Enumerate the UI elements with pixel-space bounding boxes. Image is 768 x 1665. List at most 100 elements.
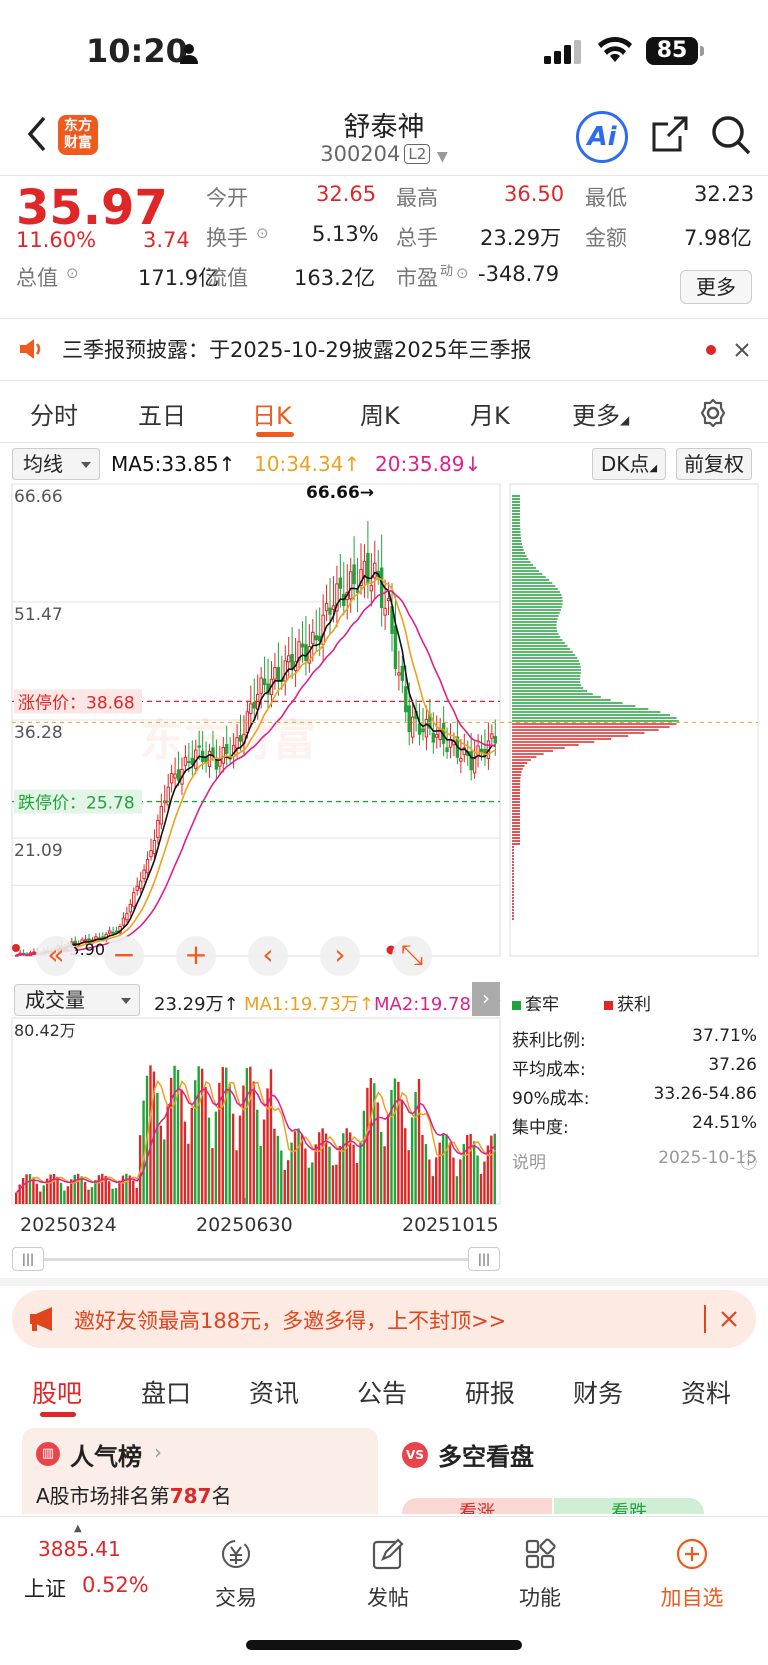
volume-bar — [262, 1119, 266, 1204]
tab-announcements[interactable]: 公告 — [357, 1379, 408, 1408]
volume-bar — [66, 1186, 70, 1204]
adjust-button[interactable]: 前复权 — [676, 448, 752, 480]
chip-date: 2025-10-15 — [658, 1148, 757, 1168]
functions-button[interactable]: 功能 — [490, 1537, 590, 1612]
gear-icon[interactable] — [698, 398, 728, 428]
volume-bar — [187, 1143, 190, 1204]
rewind-button[interactable]: « — [36, 936, 76, 976]
legend-profit: 获利 — [604, 990, 651, 1015]
chip-note-row[interactable]: 说明 ⓘ 2025-10-15 — [512, 1148, 757, 1173]
volume-bar — [214, 1111, 218, 1204]
volume-bar — [101, 1173, 104, 1204]
tab-intraday[interactable]: 分时 — [30, 402, 78, 430]
expand-right-icon[interactable]: › — [472, 982, 500, 1016]
info-dots-icon[interactable]: ⊙ — [456, 264, 469, 282]
volume-bar — [42, 1185, 45, 1204]
candle-body — [238, 735, 243, 742]
stock-code-row[interactable]: 300204 L2 ▼ — [0, 142, 768, 166]
notice-bar[interactable]: 三季报预披露：于2025-10-29披露2025年三季报 — [0, 318, 768, 378]
info-dots-icon[interactable]: ⊙ — [66, 264, 79, 282]
invite-promo-banner[interactable]: 邀好友领最高188元，多邀多得，上不封顶>> — [12, 1290, 756, 1348]
tab-forum[interactable]: 股吧 — [32, 1379, 83, 1408]
bull-bear-card[interactable]: VS 多空看盘 看涨 看跌 — [388, 1428, 744, 1514]
search-icon[interactable] — [710, 114, 752, 156]
candle-body — [331, 605, 336, 610]
range-slider[interactable]: ||| ||| — [12, 1247, 500, 1271]
tab-more[interactable]: 更多◢ — [572, 402, 630, 430]
candle-body — [152, 840, 157, 855]
volume-bar — [441, 1134, 445, 1204]
bear-button[interactable]: 看跌 — [554, 1498, 704, 1514]
ai-button[interactable]: Ai — [576, 111, 628, 163]
tab-five-day[interactable]: 五日 — [138, 402, 186, 430]
date-end: 20251015 — [402, 1214, 499, 1236]
index-value[interactable]: 3885.41 — [38, 1537, 121, 1561]
index-name[interactable]: 上证 — [24, 1577, 66, 1601]
tab-monthly-k[interactable]: 月K — [470, 402, 510, 430]
popularity-card[interactable]: ▥ 人气榜 › A股市场排名第787名 — [22, 1428, 378, 1514]
chip-row-value: 33.26-54.86 — [653, 1084, 757, 1104]
amount-value: 7.98亿 — [684, 226, 752, 250]
tab-weekly-k[interactable]: 周K — [360, 402, 400, 430]
volume-bar — [221, 1067, 224, 1204]
close-icon[interactable] — [720, 1310, 738, 1328]
trade-button[interactable]: 交易 — [186, 1537, 286, 1612]
candle-body — [138, 880, 143, 890]
tab-news[interactable]: 资讯 — [249, 1379, 300, 1408]
close-icon[interactable] — [734, 342, 750, 358]
volume-bar — [307, 1167, 311, 1204]
limit-up-label: 涨停价：38.68 — [18, 693, 135, 713]
chip-row-label: 集中度: — [512, 1118, 569, 1138]
volume-bar — [417, 1078, 421, 1204]
tab-finance[interactable]: 财务 — [573, 1379, 624, 1408]
slider-handle-right[interactable]: ||| — [468, 1247, 500, 1271]
volume-chart[interactable]: 80.42万 — [0, 1014, 512, 1210]
volume-select[interactable]: 成交量 — [14, 984, 140, 1016]
post-button[interactable]: 发帖 — [338, 1537, 438, 1612]
open-value: 32.65 — [316, 182, 377, 206]
volume-bar — [348, 1132, 352, 1204]
dk-label: DK点 — [600, 452, 650, 476]
more-button[interactable]: 更多 — [680, 270, 752, 304]
prev-button[interactable]: ‹ — [248, 936, 288, 976]
volume-bar — [342, 1133, 345, 1204]
tab-order-book[interactable]: 盘口 — [141, 1379, 192, 1408]
slider-handle-left[interactable]: ||| — [12, 1247, 44, 1271]
fullscreen-button[interactable]: ⤡ — [392, 936, 432, 976]
volume-bar — [15, 1192, 18, 1204]
bull-button[interactable]: 看涨 — [402, 1498, 552, 1514]
info-dots-icon[interactable]: ⊙ — [256, 224, 269, 242]
ma-select[interactable]: 均线 — [12, 448, 100, 480]
volume-bar — [469, 1133, 472, 1204]
volume-bar — [238, 1115, 242, 1204]
rank-text: A股市场排名第787名 — [36, 1480, 231, 1509]
next-button[interactable]: › — [320, 936, 360, 976]
volume-bar — [104, 1175, 107, 1204]
tab-daily-k[interactable]: 日K — [252, 402, 292, 430]
index-pct[interactable]: 0.52% — [82, 1573, 149, 1597]
zoom-in-button[interactable]: + — [176, 936, 216, 976]
signal-icon — [544, 40, 581, 64]
dk-point-button[interactable]: DK点◢ — [592, 448, 666, 480]
volume-bar — [231, 1113, 235, 1204]
add-watchlist-button[interactable]: 加自选 — [642, 1537, 742, 1612]
candle-body — [166, 786, 170, 806]
chip-row: 获利比例: 37.71% — [512, 1026, 757, 1051]
back-arrow-icon[interactable] — [22, 114, 52, 154]
home-indicator — [246, 1640, 522, 1650]
candle-body — [435, 734, 439, 738]
candle-body — [176, 769, 181, 781]
tab-research[interactable]: 研报 — [465, 1379, 516, 1408]
tab-profile[interactable]: 资料 — [681, 1379, 732, 1408]
zoom-out-button[interactable]: − — [104, 936, 144, 976]
volume-bar — [252, 1081, 255, 1204]
chip-frame — [509, 483, 759, 957]
share-icon[interactable] — [650, 114, 690, 154]
vs-icon: VS — [402, 1442, 428, 1468]
volume-bar — [204, 1086, 207, 1204]
candle-body — [218, 759, 222, 767]
candle-body — [421, 728, 425, 733]
open-label: 今开 — [206, 186, 248, 210]
volume-bar — [190, 1107, 193, 1204]
